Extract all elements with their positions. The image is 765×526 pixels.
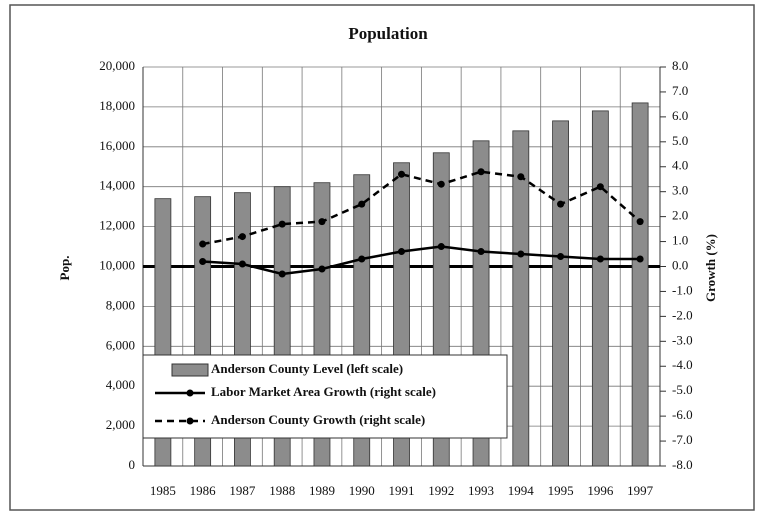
y2-tick-label: -6.0 [672,407,693,422]
y-tick-label: 4,000 [106,377,135,392]
y-tick-label: 2,000 [106,417,135,432]
y-tick-label: 8,000 [106,297,135,312]
point [199,240,207,248]
y2-tick-label: 4.0 [672,158,688,173]
point [636,218,644,226]
x-tick-label: 1997 [627,483,654,498]
y-tick-label: 18,000 [99,98,135,113]
x-tick-label: 1987 [229,483,256,498]
y-tick-label: 6,000 [106,337,135,352]
y-tick-label: 20,000 [99,58,135,73]
y-tick-label: 0 [129,457,136,472]
legend-point [186,417,194,425]
x-tick-label: 1985 [150,483,176,498]
point [358,200,366,208]
y2-tick-label: -8.0 [672,457,693,472]
x-tick-label: 1988 [269,483,295,498]
bar [591,110,609,467]
x-tick-label: 1993 [468,483,494,498]
y-tick-label: 12,000 [99,218,135,233]
line [202,170,641,246]
y2-tick-label: 7.0 [672,83,688,98]
bar [552,120,569,467]
point [557,200,565,208]
y-tick-label: 14,000 [99,178,135,193]
bar [631,102,649,467]
y2-tick-label: -3.0 [672,332,693,347]
y2-tick-label: -1.0 [672,282,693,297]
y2-tick-label: -4.0 [672,357,693,372]
point [517,173,525,181]
y-tick-label: 10,000 [99,257,135,272]
x-tick-label: 1995 [548,483,574,498]
point [477,168,485,176]
chart-title: Population [348,24,428,43]
y2-axis-label: Growth (%) [703,234,718,302]
x-tick-label: 1996 [587,483,614,498]
y2-tick-label: 3.0 [672,183,688,198]
line [202,245,641,276]
point [278,270,286,278]
point [238,233,246,241]
point [596,183,604,191]
legend-label: Labor Market Area Growth (right scale) [211,384,436,399]
point [398,170,405,178]
point [398,248,405,256]
point [238,260,246,268]
y2-tick-label: -7.0 [672,432,693,447]
x-tick-label: 1994 [508,483,535,498]
y-tick-label: 16,000 [99,138,135,153]
bar [512,130,530,467]
y-axis-label: Pop. [57,256,72,281]
legend-point [186,389,194,397]
y2-tick-label: 5.0 [672,133,688,148]
x-tick-label: 1986 [190,483,217,498]
y2-tick-label: 1.0 [672,233,688,248]
legend-swatch [171,363,209,377]
point [557,253,565,261]
point [437,243,445,251]
point [318,265,326,273]
point [278,220,286,228]
x-tick-label: 1991 [389,483,415,498]
x-tick-label: 1990 [349,483,375,498]
y2-tick-label: -5.0 [672,382,693,397]
point [636,255,644,263]
y2-tick-label: 2.0 [672,208,688,223]
point [318,218,326,226]
point [437,180,445,188]
point [477,248,485,256]
y2-tick-label: 0.0 [672,257,688,272]
y2-tick-label: 8.0 [672,58,688,73]
point [199,258,207,266]
point [596,255,604,263]
point [517,250,525,258]
y2-tick-label: 6.0 [672,108,688,123]
legend-label: Anderson County Level (left scale) [211,361,403,376]
point [358,255,366,263]
x-tick-label: 1992 [428,483,454,498]
y2-tick-label: -2.0 [672,307,693,322]
x-tick-label: 1989 [309,483,335,498]
legend-label: Anderson County Growth (right scale) [211,412,425,427]
